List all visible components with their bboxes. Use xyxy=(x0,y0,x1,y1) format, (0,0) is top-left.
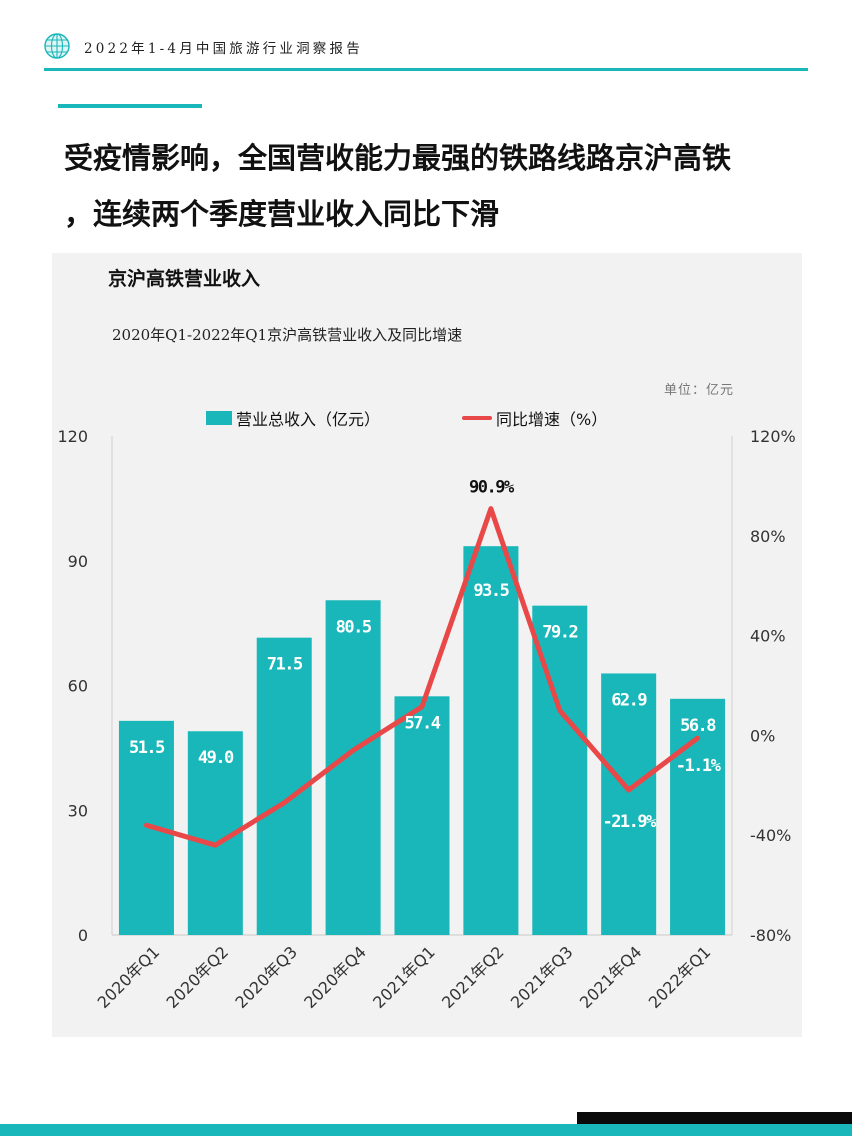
headline-line-1: 受疫情影响，全国营收能力最强的铁路线路京沪高铁 xyxy=(64,141,732,175)
x-tick-label: 2020年Q2 xyxy=(163,942,233,1012)
headline-line-2: ，连续两个季度营业收入同比下滑 xyxy=(64,197,500,231)
globe-logo-icon xyxy=(44,33,70,59)
growth-value-label: -1.1% xyxy=(676,756,722,776)
footer-accent-black xyxy=(577,1112,852,1124)
x-tick-label: 2021年Q1 xyxy=(369,942,439,1012)
header-divider xyxy=(44,68,808,71)
bar-2021年Q4 xyxy=(601,673,657,935)
x-tick-label: 2020年Q1 xyxy=(94,942,164,1012)
bar-2021年Q1 xyxy=(394,696,450,935)
bar-value-label: 51.5 xyxy=(129,738,165,758)
growth-value-label: -21.9% xyxy=(602,812,657,832)
bar-value-label: 57.4 xyxy=(405,713,441,733)
y-tick-label: 120 xyxy=(57,427,88,446)
bar-value-label: 56.8 xyxy=(680,716,716,736)
legend-item-growth: 同比增速（%） xyxy=(462,407,607,429)
legend-label-growth: 同比增速（%） xyxy=(496,410,608,429)
y-tick-label: 60 xyxy=(68,677,88,696)
x-tick-label: 2020年Q4 xyxy=(300,942,370,1012)
legend-item-revenue: 营业总收入（亿元） xyxy=(206,407,380,429)
bar-value-label: 62.9 xyxy=(611,690,647,710)
footer-accent-teal xyxy=(0,1124,852,1136)
bar-2021年Q2 xyxy=(463,546,519,935)
legend-bar-swatch xyxy=(206,411,232,425)
legend-line-swatch xyxy=(462,416,492,420)
bar-value-label: 80.5 xyxy=(336,617,372,637)
x-tick-label: 2021年Q3 xyxy=(507,942,577,1012)
unit-label: 单位：亿元 xyxy=(664,383,735,398)
y2-tick-label: 80% xyxy=(750,527,786,546)
y-tick-label: 30 xyxy=(68,801,88,820)
chart-subtitle: 2020年Q1-2022年Q1京沪高铁营业收入及同比增速 xyxy=(112,326,463,344)
legend-label-revenue: 营业总收入（亿元） xyxy=(236,410,381,429)
y2-tick-label: -40% xyxy=(750,826,791,845)
y-tick-label: 90 xyxy=(68,552,88,571)
bar-value-label: 49.0 xyxy=(198,748,234,768)
x-tick-label: 2020年Q3 xyxy=(231,942,301,1012)
bar-value-label: 71.5 xyxy=(267,655,303,675)
bar-value-label: 79.2 xyxy=(542,623,577,643)
bar-2020年Q4 xyxy=(325,600,381,935)
page-headline: 受疫情影响，全国营收能力最强的铁路线路京沪高铁 ，连续两个季度营业收入同比下滑 xyxy=(64,130,814,242)
y2-tick-label: 0% xyxy=(750,726,775,745)
title-accent-bar xyxy=(58,104,202,108)
growth-value-label: 90.9% xyxy=(469,478,515,498)
y2-tick-label: -80% xyxy=(750,926,791,945)
x-tick-label: 2021年Q2 xyxy=(438,942,508,1012)
report-title: 2022年1-4月中国旅游行业洞察报告 xyxy=(84,41,363,57)
chart-title: 京沪高铁营业收入 xyxy=(108,268,261,290)
x-tick-label: 2022年Q1 xyxy=(645,942,715,1012)
bar-value-label: 93.5 xyxy=(473,581,509,601)
y2-tick-label: 120% xyxy=(750,427,796,446)
x-tick-label: 2021年Q4 xyxy=(576,942,646,1012)
bar-2020年Q1 xyxy=(118,720,174,935)
y-tick-label: 0 xyxy=(78,926,88,945)
y2-tick-label: 40% xyxy=(750,627,786,646)
